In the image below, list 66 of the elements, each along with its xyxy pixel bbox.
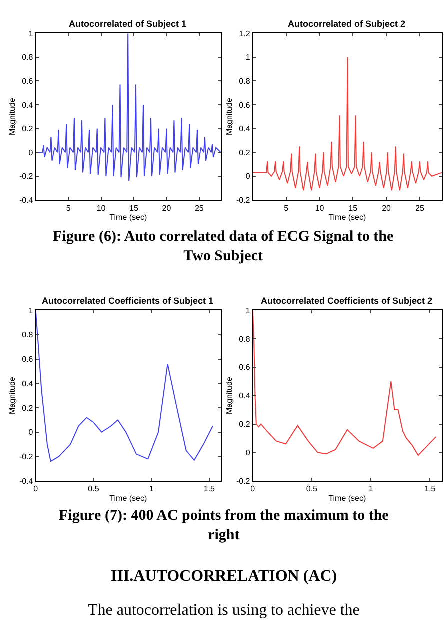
y-tick-label: 1: [28, 29, 34, 38]
y-tick-label: 0.6: [239, 100, 251, 110]
x-tick-label: 25: [416, 204, 425, 213]
y-axis-title: Magnitude: [225, 98, 234, 136]
x-tick-label: 15: [130, 204, 139, 213]
x-tick-label: 1.5: [424, 484, 436, 494]
line-series: [252, 310, 437, 456]
y-tick-label: -0.2: [236, 196, 251, 205]
line-series: [252, 56, 442, 192]
chart-title: Autocorrelated Coefficients of Subject 2: [261, 296, 433, 306]
y-tick-label: 0.4: [22, 100, 34, 110]
y-tick-label: 0.8: [239, 76, 251, 86]
x-tick-label: 15: [348, 204, 358, 213]
y-tick-label: 1: [246, 306, 251, 316]
y-tick-label: 0.6: [239, 363, 251, 372]
y-tick-label: 0.8: [22, 330, 34, 340]
y-tick-label: 0: [246, 448, 251, 458]
y-tick-label: 0.8: [239, 334, 251, 344]
y-tick-label: 0.4: [22, 379, 34, 388]
chart-title: Autocorrelated Coefficients of Subject 1: [42, 296, 214, 306]
x-tick-label: 20: [162, 204, 172, 213]
y-axis-title: Magnitude: [225, 376, 234, 415]
x-tick-label: 10: [96, 204, 106, 213]
y-tick-label: 0.4: [239, 124, 251, 134]
y-tick-label: 0.2: [239, 420, 251, 430]
y-tick-label: 0: [246, 172, 251, 182]
chart-title: Autocorrelated of Subject 1: [69, 19, 187, 29]
y-tick-label: 0: [28, 428, 34, 438]
y-axis-title: Magnitude: [8, 376, 18, 415]
y-tick-label: -0.2: [19, 452, 34, 462]
y-tick-label: 0.6: [22, 76, 34, 86]
y-tick-label: -0.4: [19, 196, 34, 205]
text: Figure (6): Auto correlated data of ECG Signal to the Two Subject: [53, 229, 394, 264]
y-tick-label: 0.2: [239, 148, 251, 158]
y-tick-label: 0.6: [22, 355, 34, 364]
x-tick-label: 0.5: [306, 484, 318, 494]
x-axis-title: Time (sec): [328, 212, 367, 222]
x-tick-label: 5: [66, 204, 72, 213]
x-tick-label: 1.5: [204, 484, 216, 494]
x-axis-title: Time (sec): [110, 212, 148, 222]
x-tick-label: 20: [382, 204, 392, 213]
x-tick-label: 1: [149, 484, 154, 494]
y-tick-label: 0: [28, 148, 34, 158]
x-tick-label: 0.5: [88, 484, 100, 494]
y-tick-label: 0.2: [22, 124, 34, 134]
y-axis-title: Magnitude: [8, 98, 18, 136]
text: Figure (7): 400 AC points from the maximum to the right: [59, 508, 390, 544]
chart-title: Autocorrelated of Subject 2: [288, 19, 406, 29]
y-tick-label: 0.4: [239, 392, 251, 401]
line-series: [36, 310, 214, 462]
y-tick-label: 1: [28, 306, 34, 316]
y-tick-label: 1.2: [239, 29, 251, 38]
x-tick-label: 5: [284, 204, 290, 213]
x-tick-label: 10: [315, 204, 325, 213]
text: III.AUTOCORRELATION (AC): [111, 568, 338, 585]
x-axis-title: Time (sec): [328, 494, 367, 503]
y-tick-label: 0.2: [22, 404, 34, 413]
x-tick-label: 25: [194, 204, 204, 213]
y-tick-label: -0.2: [19, 172, 34, 182]
text: The autocorrelation is using to achieve the: [88, 602, 360, 619]
y-tick-label: 0.8: [22, 53, 34, 62]
y-tick-label: -0.2: [236, 476, 251, 486]
x-tick-label: 1: [368, 484, 374, 494]
y-tick-label: 1: [246, 53, 251, 62]
y-tick-label: -0.4: [19, 476, 34, 486]
x-axis-title: Time (sec): [110, 494, 148, 503]
